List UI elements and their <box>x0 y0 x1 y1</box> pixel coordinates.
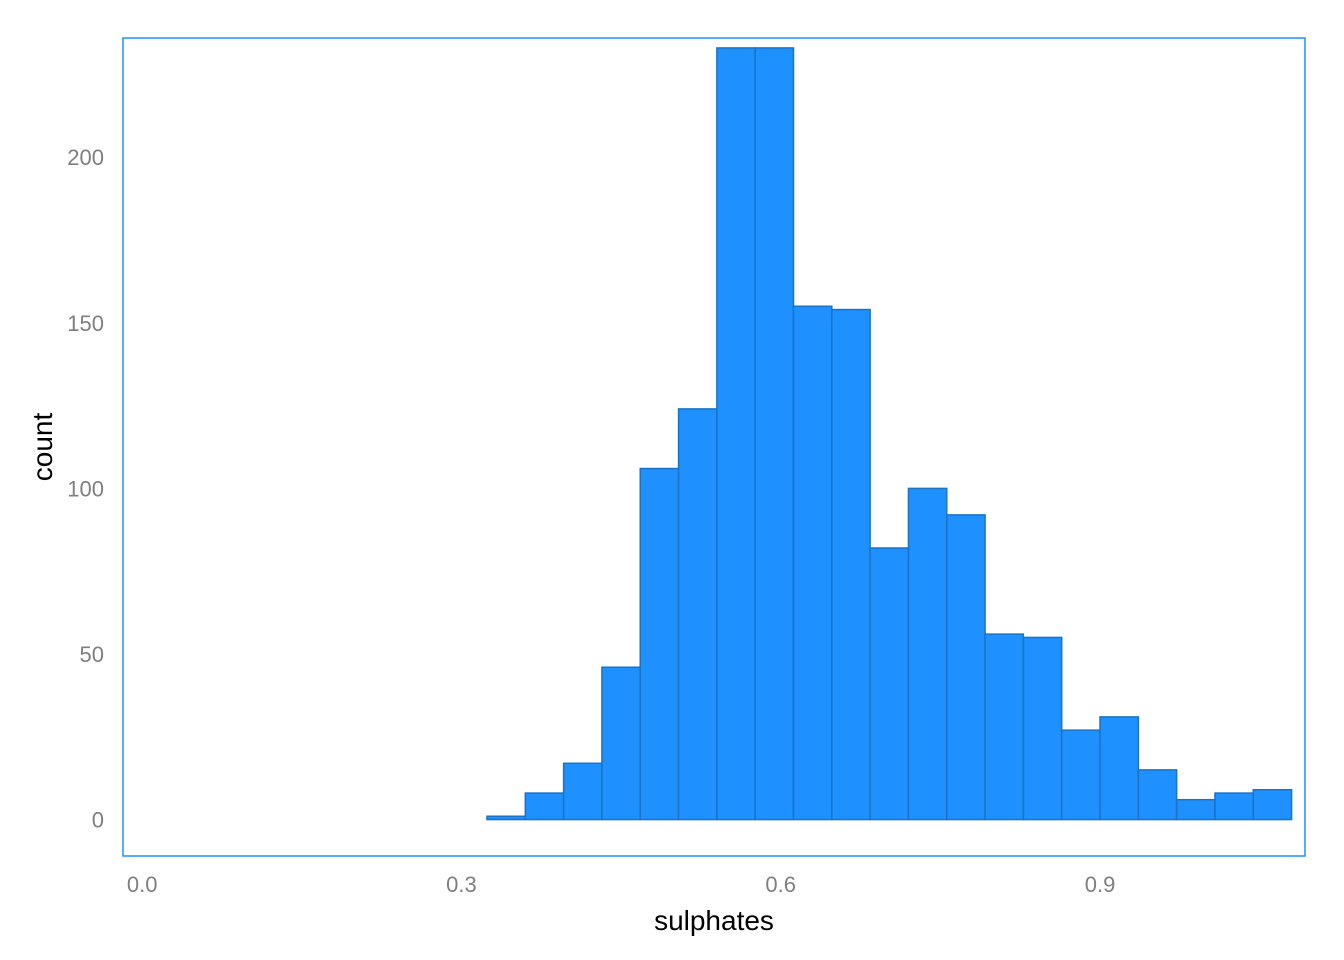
x-axis-tick-labels: 0.0 0.3 0.6 0.9 <box>127 872 1115 897</box>
x-tick-label: 0.6 <box>765 872 796 897</box>
x-tick-label: 0.0 <box>127 872 158 897</box>
histogram-bars <box>486 47 1293 821</box>
y-tick-label: 100 <box>67 476 104 501</box>
x-axis-title: sulphates <box>654 905 774 936</box>
histogram-bar <box>677 408 718 821</box>
y-axis-tick-labels: 0 50 100 150 200 <box>67 145 104 832</box>
histogram-bar <box>946 514 986 821</box>
histogram-bar <box>601 666 641 821</box>
histogram-bar <box>1060 729 1101 821</box>
y-tick-label: 0 <box>92 808 104 833</box>
histogram-bar <box>1214 792 1255 821</box>
histogram-bar <box>1175 798 1216 821</box>
histogram-bar <box>984 633 1025 821</box>
histogram-bar <box>907 487 948 821</box>
y-axis-title: count <box>27 413 58 482</box>
y-tick-label: 150 <box>67 311 104 336</box>
x-tick-label: 0.3 <box>446 872 477 897</box>
histogram-bar <box>716 47 756 821</box>
histogram-bar <box>639 467 680 821</box>
histogram-bar <box>831 308 871 821</box>
histogram-bar <box>792 305 833 821</box>
histogram-bar <box>562 762 603 821</box>
histogram-bar <box>869 547 910 821</box>
panel-border <box>122 37 1306 857</box>
histogram-bar <box>1022 636 1063 821</box>
histogram-bar <box>1137 769 1178 821</box>
histogram-bar <box>1252 789 1293 821</box>
y-tick-label: 200 <box>67 145 104 170</box>
histogram-bar <box>486 815 527 821</box>
histogram-bar <box>1099 716 1140 821</box>
histogram-bar <box>754 47 795 821</box>
y-tick-label: 50 <box>80 642 104 667</box>
histogram-bar <box>524 792 565 821</box>
x-tick-label: 0.9 <box>1085 872 1116 897</box>
